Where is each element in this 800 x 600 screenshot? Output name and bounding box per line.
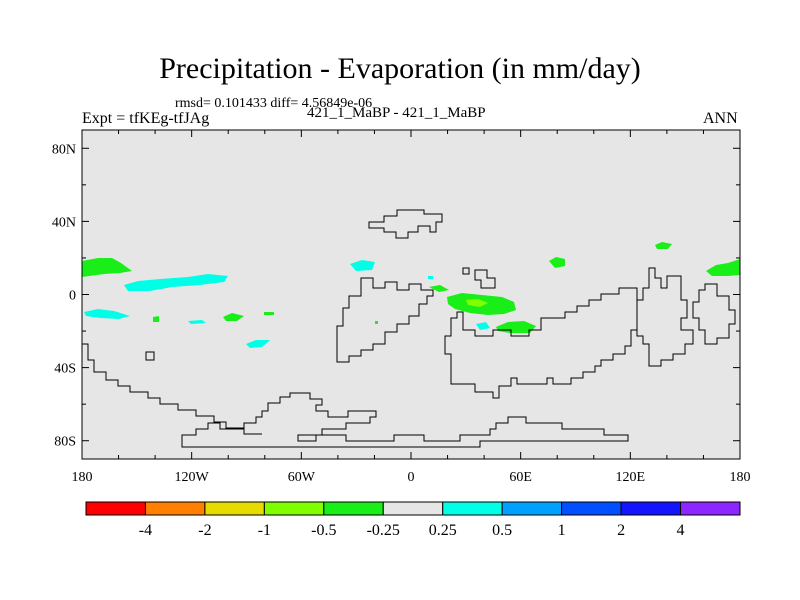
lat-tick-label: 0 <box>69 289 76 304</box>
colorbar-swatch <box>680 501 741 516</box>
colorbar-swatch <box>561 501 622 516</box>
colorbar-label: -1 <box>258 522 271 539</box>
lon-tick-label: 180 <box>72 470 93 485</box>
colorbar-label: -4 <box>139 522 152 539</box>
longitude-ticks: 180 120W 60W 0 60E 120E 180 <box>72 130 751 485</box>
coastline-east-peninsula <box>636 267 694 367</box>
coastline-island-small <box>474 269 496 289</box>
cyan-patch-north-atlantic <box>350 260 375 271</box>
coastline-small-island <box>145 351 155 361</box>
lon-tick-label: 180 <box>730 470 751 485</box>
colorbar-swatch <box>323 501 384 516</box>
experiment-label: Expt = tfKEg-tfJAg <box>82 110 210 127</box>
plot-title: Precipitation - Evaporation (in mm/day) <box>159 52 641 85</box>
coastline-west-edge <box>82 343 262 435</box>
rmsd-stats: rmsd= 0.101433 diff= 4.56849e-06 <box>175 96 373 111</box>
colorbar-label: 2 <box>617 522 625 539</box>
cyan-patch-africa-south <box>476 322 490 330</box>
lat-tick-label: 40S <box>54 362 76 377</box>
colorbar-label: -2 <box>198 522 211 539</box>
colorbar-swatch <box>85 501 146 516</box>
coastline-north-continent <box>368 209 443 239</box>
cyan-patch-small-pacific <box>188 320 206 324</box>
lon-tick-label: 120W <box>175 470 210 485</box>
coastlines <box>82 209 736 448</box>
anomaly-contours <box>82 242 740 348</box>
green-patch-atlantic <box>223 313 244 321</box>
green-patch-small-2 <box>264 312 274 315</box>
green-patch-asia <box>549 257 565 268</box>
cyan-patch-southeast-pacific <box>246 340 270 348</box>
colorbar-swatch <box>382 501 444 516</box>
colorbar-swatch <box>620 501 682 516</box>
comparison-label: 421_1_MaBP - 421_1_MaBP <box>307 105 486 121</box>
colorbar-label: 0.25 <box>429 522 457 539</box>
lat-tick-label: 80N <box>52 142 76 157</box>
colorbar-label: -0.25 <box>367 522 400 539</box>
cyan-patch-pacific-south <box>84 309 130 319</box>
colorbar-swatch <box>263 501 325 516</box>
colorbar: -4 -2 -1 -0.5 -0.25 0.25 0.5 1 2 4 <box>85 501 741 539</box>
lat-tick-label: 40N <box>52 215 76 230</box>
green-patch-pacific-west <box>82 258 132 277</box>
lat-tick-label: 80S <box>54 435 76 450</box>
coastline-west-continent <box>336 277 434 363</box>
cyan-patch-pacific-north <box>124 274 228 291</box>
coastline-east-continent <box>444 287 638 399</box>
minor-ticks <box>82 130 740 459</box>
green-patch-small-1 <box>153 316 159 322</box>
colorbar-label: 4 <box>677 522 685 539</box>
colorbar-label: -0.5 <box>311 522 336 539</box>
lon-tick-label: 120E <box>616 470 646 485</box>
coastline-far-east <box>692 283 736 345</box>
latitude-ticks: 80N 40N 0 40S 80S <box>52 142 740 450</box>
green-patch-arabia <box>429 285 449 292</box>
green-patch-east-asia <box>655 242 672 249</box>
colorbar-swatch <box>442 501 503 516</box>
cyan-patch-small-north <box>428 276 433 279</box>
green-patch-small-3 <box>375 321 378 324</box>
colorbar-swatch <box>501 501 563 516</box>
green-patch-pacific-east <box>706 259 740 276</box>
green-patch-central-africa <box>466 299 488 307</box>
lon-tick-label: 60W <box>288 470 316 485</box>
colorbar-swatch <box>204 501 265 516</box>
season-label: ANN <box>703 110 738 127</box>
lon-tick-label: 60E <box>509 470 532 485</box>
colorbar-label: 0.5 <box>492 522 512 539</box>
map-background <box>82 130 740 459</box>
colorbar-swatch <box>144 501 206 516</box>
colorbar-label: 1 <box>558 522 566 539</box>
coastline-islands-east <box>462 267 470 275</box>
coastline-south-polar <box>181 392 629 448</box>
lon-tick-label: 0 <box>408 470 415 485</box>
